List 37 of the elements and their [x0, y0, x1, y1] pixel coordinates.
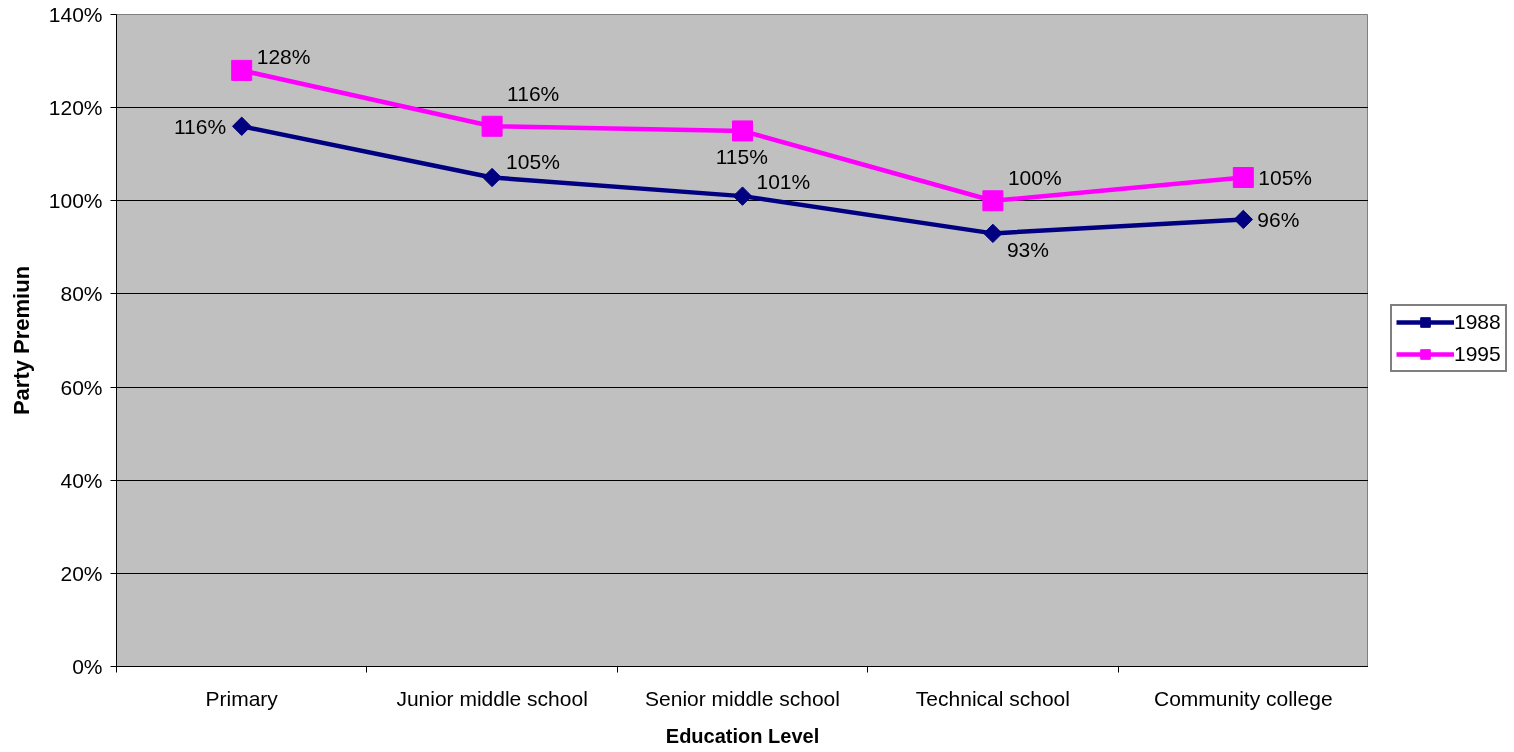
- point: [232, 116, 252, 136]
- y-tick-label: 0%: [72, 655, 103, 678]
- y-tick-label: 20%: [60, 561, 103, 585]
- point: [732, 120, 753, 142]
- point: [482, 167, 502, 188]
- data-label: 93%: [1006, 237, 1049, 261]
- legend-label: 1988: [1454, 310, 1501, 334]
- data-label: 116%: [174, 114, 227, 138]
- data-label: 105%: [506, 150, 560, 173]
- y-tick-label: 60%: [60, 375, 103, 399]
- data-label: 101%: [756, 169, 811, 193]
- y-tick-label: 140%: [48, 3, 103, 26]
- data-label: 96%: [1257, 207, 1300, 231]
- y-tick-label: 120%: [48, 96, 103, 120]
- x-tick-label: Primary: [205, 686, 279, 710]
- y-tick-label: 40%: [60, 468, 103, 492]
- x-tick-label: Senior middle school: [645, 686, 840, 710]
- y-axis-title: Party Premiun: [8, 265, 34, 416]
- x-tick-label: Community college: [1154, 686, 1333, 710]
- point: [231, 59, 253, 81]
- y-tick-label: 100%: [48, 189, 103, 213]
- point: [481, 115, 503, 137]
- x-tick-label: Technical school: [915, 686, 1070, 710]
- point: [732, 186, 753, 206]
- data-label: 105%: [1258, 166, 1313, 189]
- point: [1232, 167, 1254, 188]
- data-label: 116%: [507, 81, 560, 105]
- data-label: 100%: [1007, 166, 1062, 190]
- data-label: 115%: [715, 144, 768, 168]
- legend-label: 1995: [1454, 342, 1501, 366]
- data-label: 128%: [256, 44, 311, 68]
- x-axis-title: Education Level: [665, 724, 820, 747]
- point: [983, 223, 1003, 244]
- y-tick-label: 80%: [60, 282, 103, 306]
- point: [1233, 209, 1253, 230]
- x-tick-label: Junior middle school: [396, 686, 588, 710]
- point: [982, 190, 1004, 212]
